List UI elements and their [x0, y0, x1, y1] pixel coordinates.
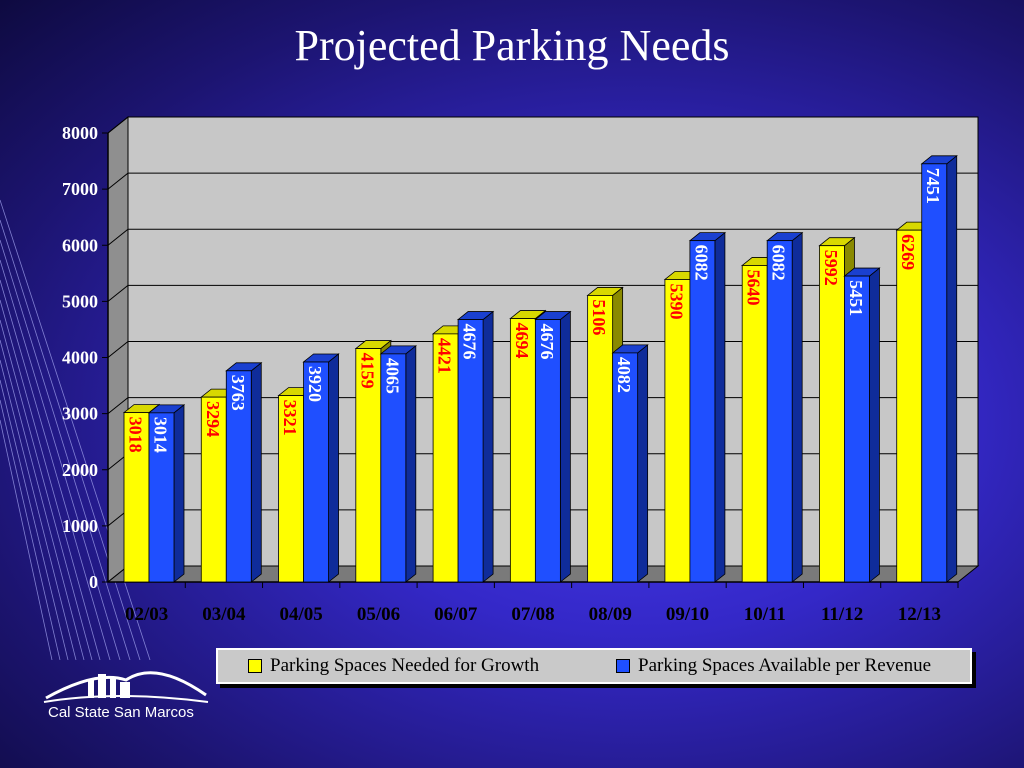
- x-tick-label: 03/04: [202, 604, 246, 625]
- x-tick-label: 11/12: [821, 604, 863, 625]
- logo-text: Cal State San Marcos: [48, 704, 194, 721]
- bar-needed: [509, 318, 536, 583]
- x-tick-label: 08/09: [589, 604, 632, 625]
- slide-title: Projected Parking Needs: [294, 21, 730, 70]
- data-label-available: 6082: [691, 245, 711, 281]
- bar-available: [225, 370, 252, 583]
- y-tick-label: 1000: [62, 516, 98, 536]
- bar-available: [534, 319, 561, 583]
- data-label-needed: 3321: [280, 400, 300, 436]
- bar-side: [714, 231, 726, 583]
- y-tick-label: 8000: [62, 123, 98, 143]
- bar-available: [148, 412, 175, 583]
- data-label-available: 3014: [151, 417, 171, 453]
- x-tick-label: 12/13: [898, 604, 941, 625]
- legend-item-available: Parking Spaces Available per Revenue: [616, 655, 931, 677]
- data-label-needed: 5106: [589, 299, 609, 335]
- x-tick-label: 02/03: [125, 604, 168, 625]
- data-label-available: 4676: [460, 324, 480, 360]
- bar-side: [173, 404, 185, 583]
- x-tick-label: 05/06: [357, 604, 400, 625]
- bar-available: [612, 352, 639, 583]
- y-tick-label: 2000: [62, 460, 98, 480]
- data-label-needed: 6269: [898, 234, 918, 270]
- x-tick-label: 09/10: [666, 604, 709, 625]
- bar-available: [844, 275, 870, 583]
- bar-side: [946, 154, 958, 583]
- x-tick-label: 04/05: [280, 604, 323, 625]
- bar-side: [405, 345, 417, 583]
- bar-available: [766, 240, 793, 583]
- bar-needed: [741, 265, 768, 583]
- bar-available: [303, 361, 329, 583]
- data-label-available: 4082: [614, 357, 634, 393]
- legend-label-needed: Parking Spaces Needed for Growth: [270, 655, 540, 676]
- bar-available: [921, 163, 948, 583]
- data-label-available: 5451: [846, 280, 866, 316]
- legend-item-needed: Parking Spaces Needed for Growth: [248, 655, 539, 677]
- bar-needed: [355, 348, 382, 583]
- bar-side: [250, 361, 262, 583]
- x-tick-label: 06/07: [434, 604, 478, 625]
- data-label-available: 4676: [537, 324, 557, 360]
- legend-swatch-available: [616, 659, 630, 673]
- data-label-needed: 4694: [512, 323, 532, 359]
- data-label-available: 3920: [305, 366, 325, 402]
- bar-side: [328, 353, 339, 583]
- gridline: [107, 228, 978, 246]
- data-label-needed: 3018: [126, 417, 146, 453]
- gridline: [107, 116, 978, 134]
- data-label-needed: 5992: [821, 250, 841, 286]
- bar-chart: 0 1000 2000 3000 4000 5000 6000 7000 8000 3018 301…: [62, 115, 980, 625]
- data-label-needed: 4421: [435, 338, 455, 374]
- data-label-needed: 3294: [203, 401, 223, 437]
- bar-available: [380, 353, 407, 583]
- y-tick-label: 6000: [62, 235, 98, 255]
- y-tick-label: 0: [89, 572, 98, 592]
- bar-needed: [278, 395, 304, 583]
- x-tick-label: 10/11: [744, 604, 786, 625]
- y-tick-label: 4000: [62, 348, 98, 368]
- data-label-needed: 5640: [744, 269, 764, 305]
- bar-side: [869, 267, 880, 583]
- data-label-available: 7451: [923, 168, 943, 204]
- decorative-lines: [0, 199, 151, 660]
- bar-available: [457, 319, 484, 583]
- bar-side: [791, 231, 803, 583]
- data-label-available: 6082: [769, 245, 789, 281]
- bar-needed: [587, 295, 614, 583]
- data-label-available: 3763: [228, 375, 248, 411]
- bar-needed: [123, 412, 150, 583]
- bar-needed: [200, 396, 227, 583]
- bar-side: [559, 310, 571, 583]
- bar-needed: [432, 333, 459, 583]
- chart-legend: Parking Spaces Needed for Growth Parking…: [216, 648, 972, 684]
- bar-needed: [819, 245, 845, 583]
- bar-available: [689, 240, 716, 583]
- legend-swatch-needed: [248, 659, 262, 673]
- y-tick-label: 5000: [62, 291, 98, 311]
- bar-side: [482, 310, 494, 583]
- x-tick-label: 07/08: [511, 604, 554, 625]
- gridline: [107, 172, 978, 190]
- y-tick-label: 3000: [62, 404, 98, 424]
- bar-side: [637, 344, 649, 583]
- data-label-needed: 5390: [666, 283, 686, 319]
- legend-label-available: Parking Spaces Available per Revenue: [638, 655, 931, 676]
- campus-skyline-logo-icon: [43, 671, 209, 703]
- data-label-needed: 4159: [357, 353, 377, 389]
- bar-needed: [664, 279, 691, 583]
- y-tick-label: 7000: [62, 179, 98, 199]
- bar-needed: [896, 229, 923, 583]
- data-label-available: 4065: [382, 358, 402, 394]
